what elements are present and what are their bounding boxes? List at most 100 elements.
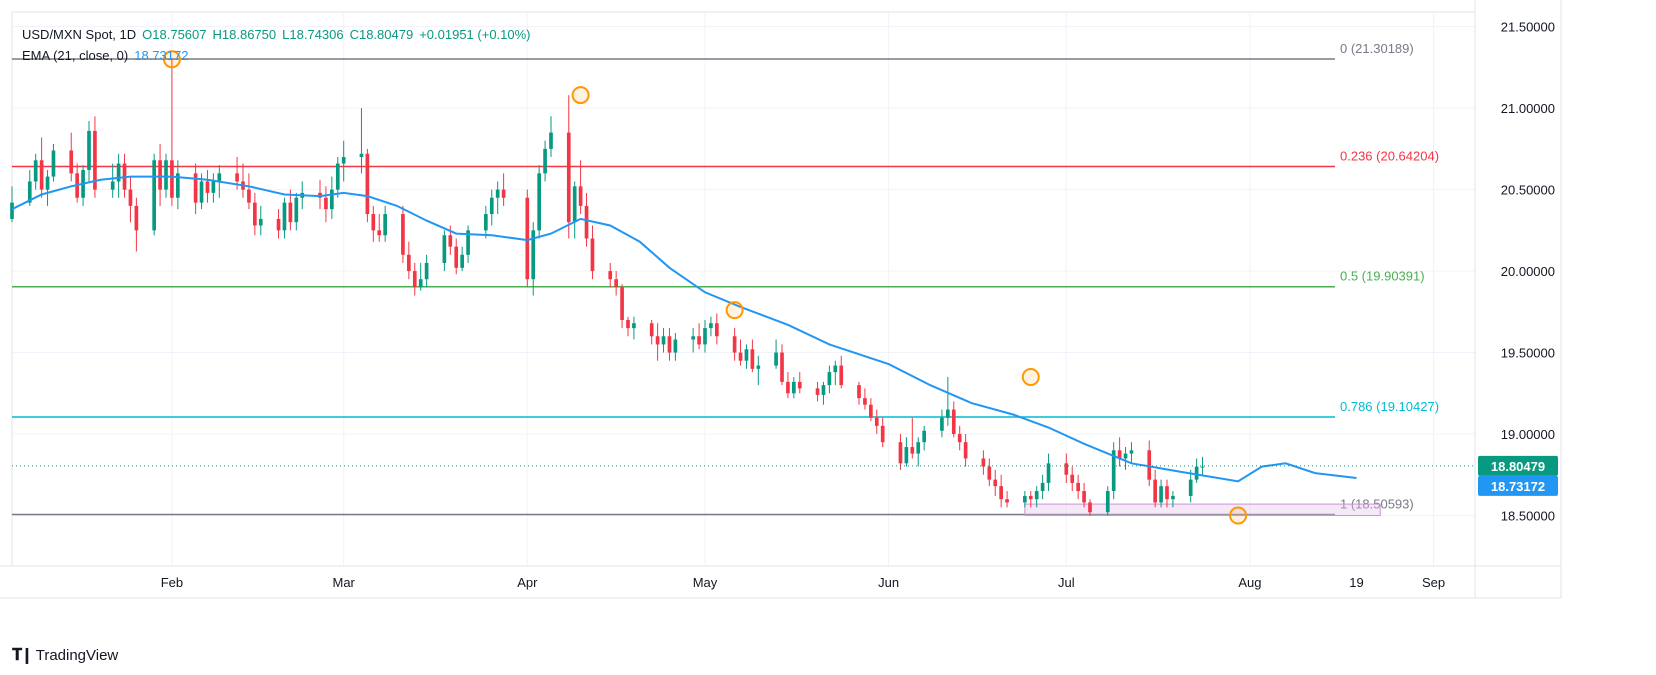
grid [11, 11, 1476, 567]
x-tick-label: Jun [878, 575, 899, 590]
candle [489, 189, 494, 226]
candle [401, 205, 405, 263]
candle [655, 323, 660, 361]
candle-body [963, 442, 968, 459]
candle [1005, 491, 1009, 508]
candle [549, 116, 553, 158]
candle [993, 469, 998, 496]
candle [649, 319, 654, 345]
candle [1194, 458, 1199, 483]
candle [951, 401, 956, 438]
legend-ema-label[interactable]: EMA (21, close, 0) [22, 48, 129, 63]
candle [620, 284, 624, 329]
candle [282, 197, 287, 239]
candle-body [253, 202, 257, 226]
candle [211, 173, 216, 203]
candle-body [45, 176, 50, 190]
candle-body [1153, 479, 1157, 503]
candle [987, 458, 992, 487]
candle [33, 153, 38, 190]
candle [1040, 474, 1045, 500]
candle-body [792, 381, 796, 394]
candle-body [531, 230, 536, 280]
pivot-marker [162, 50, 181, 69]
candle-body [857, 385, 861, 399]
candle-body [193, 173, 198, 203]
candle [940, 409, 944, 438]
candle [1046, 453, 1051, 492]
candle [756, 355, 761, 386]
tradingview-brand[interactable]: 𝐓❙ TradingView [12, 645, 118, 665]
candle-body [282, 202, 287, 231]
candle [324, 186, 328, 223]
legend-open: O18.75607 [142, 27, 207, 42]
candle [318, 179, 322, 210]
candle-body [821, 385, 826, 395]
candle [1082, 482, 1086, 508]
candle [797, 372, 802, 394]
candle [1153, 469, 1157, 508]
candle-body [1070, 474, 1075, 483]
candle-body [999, 486, 1003, 500]
candle [45, 170, 50, 206]
candles [10, 59, 1205, 516]
candle-body [1159, 486, 1163, 503]
candle [407, 241, 411, 280]
candle-body [116, 163, 121, 182]
candle [247, 173, 251, 210]
candle [170, 59, 174, 206]
candle [466, 225, 470, 263]
candle [1028, 491, 1033, 508]
candle-body [330, 189, 334, 210]
candle [330, 176, 334, 219]
candle-body [904, 447, 909, 464]
pivot-marker [725, 301, 744, 320]
candle-body [1005, 499, 1009, 503]
candle [839, 355, 844, 389]
y-tick-label: 18.50000 [1501, 508, 1555, 523]
candle-body [217, 173, 222, 182]
x-tick-label: Sep [1422, 575, 1445, 590]
plot-frame [11, 11, 1476, 567]
candle [632, 316, 636, 340]
candle-body [152, 160, 156, 231]
y-tick-label: 21.00000 [1501, 101, 1555, 116]
candle-body [869, 404, 873, 418]
candle [258, 205, 263, 236]
candle-body [1165, 486, 1169, 500]
candle [134, 197, 139, 252]
candle [774, 339, 778, 369]
candle-body [697, 336, 701, 345]
candle [1188, 469, 1193, 503]
legend-ema-value: 18.73172 [134, 48, 189, 63]
candle-body [33, 160, 38, 182]
candle [288, 189, 293, 231]
candle-body [199, 181, 204, 203]
candle [193, 163, 198, 215]
candle [75, 163, 79, 203]
candle [572, 181, 577, 239]
candle [786, 372, 790, 399]
candle-body [797, 381, 802, 389]
candle-body [1064, 463, 1069, 475]
candle-body [946, 409, 950, 418]
candle-body [863, 398, 867, 405]
candle [715, 313, 719, 345]
candle-body [276, 218, 281, 231]
candle [525, 189, 530, 288]
candle [365, 148, 370, 223]
candle-body [176, 173, 180, 198]
candle [1088, 499, 1092, 516]
legend-symbol[interactable]: USD/MXN Spot, 1D [22, 27, 137, 42]
candle [1159, 479, 1163, 508]
candle-body [205, 181, 210, 193]
candle [341, 140, 346, 182]
candle [833, 360, 838, 386]
y-tick-label: 20.50000 [1501, 183, 1555, 198]
x-tick-label: Aug [1238, 575, 1261, 590]
candle [792, 376, 796, 399]
price-tag-label: 18.80479 [1491, 459, 1545, 474]
candle [821, 381, 826, 405]
candle [874, 409, 879, 435]
